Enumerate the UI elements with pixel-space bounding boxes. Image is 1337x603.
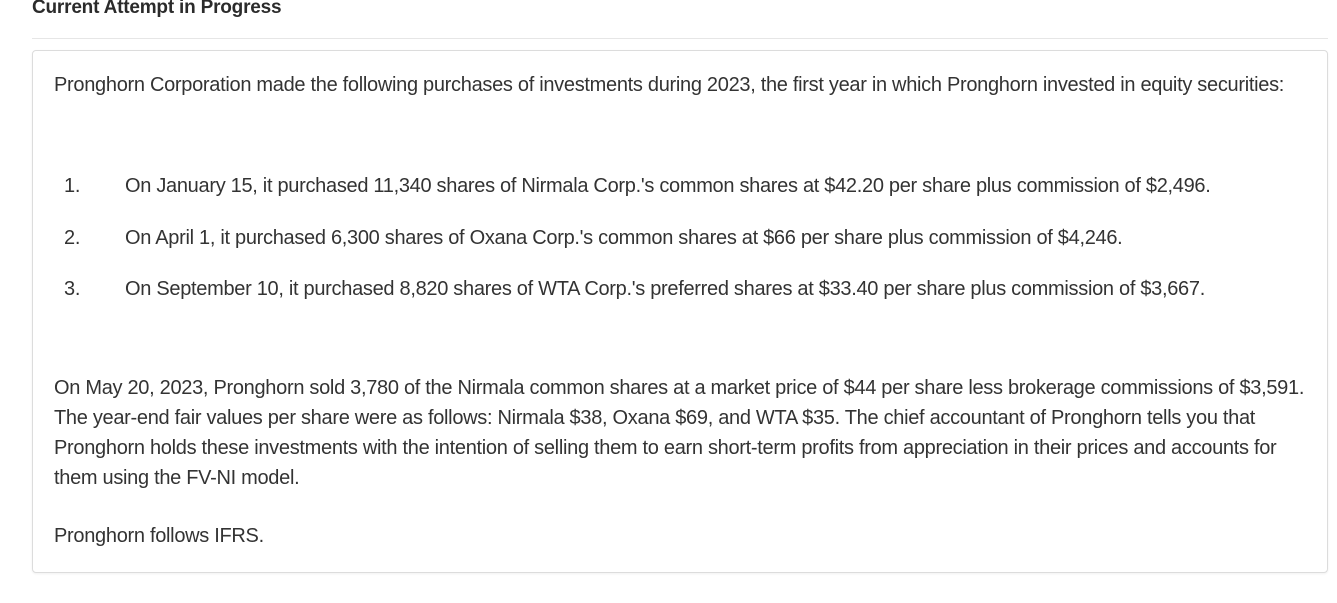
attempt-heading: Current Attempt in Progress — [32, 0, 282, 18]
reporting-standard: Pronghorn follows IFRS. — [54, 525, 264, 547]
problem-intro: Pronghorn Corporation made the following… — [54, 74, 1285, 96]
list-item: 1. On January 15, it purchased 11,340 sh… — [33, 171, 1327, 201]
list-item-text: On April 1, it purchased 6,300 shares of… — [125, 227, 1123, 249]
list-item-number: 3. — [64, 278, 81, 300]
list-item-number: 2. — [64, 227, 81, 249]
list-item-text: On January 15, it purchased 11,340 share… — [125, 175, 1211, 197]
problem-card: Pronghorn Corporation made the following… — [32, 50, 1328, 573]
list-item: 2. On April 1, it purchased 6,300 shares… — [33, 223, 1327, 253]
list-item-text: On September 10, it purchased 8,820 shar… — [125, 278, 1205, 300]
list-item: 3. On September 10, it purchased 8,820 s… — [33, 274, 1327, 304]
heading-divider — [32, 38, 1328, 39]
list-item-number: 1. — [64, 175, 81, 197]
problem-details: On May 20, 2023, Pronghorn sold 3,780 of… — [54, 377, 1305, 489]
